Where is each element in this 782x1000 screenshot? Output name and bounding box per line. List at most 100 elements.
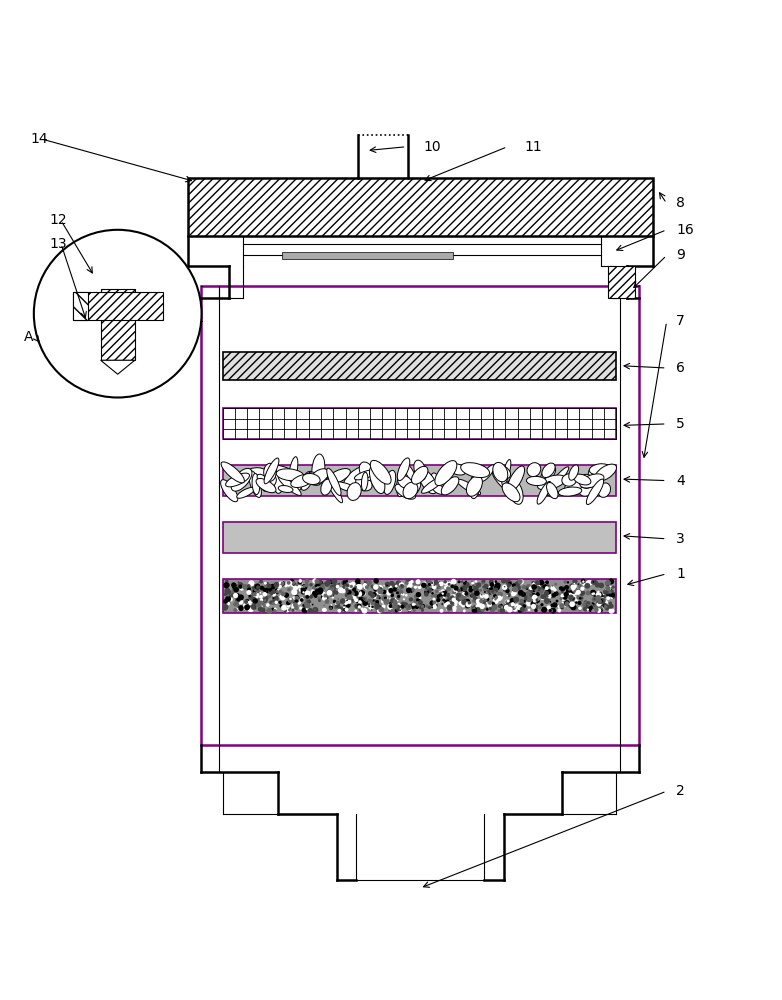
- Circle shape: [521, 595, 523, 597]
- Circle shape: [454, 586, 458, 591]
- Circle shape: [526, 584, 531, 589]
- Circle shape: [531, 604, 536, 609]
- Ellipse shape: [343, 467, 367, 490]
- Circle shape: [570, 604, 576, 610]
- Ellipse shape: [225, 473, 249, 487]
- Circle shape: [295, 596, 300, 601]
- Circle shape: [450, 602, 455, 606]
- Circle shape: [555, 600, 558, 602]
- Circle shape: [508, 603, 513, 608]
- Circle shape: [408, 606, 410, 607]
- Circle shape: [354, 603, 360, 609]
- Ellipse shape: [221, 480, 238, 502]
- Circle shape: [429, 600, 435, 606]
- Circle shape: [375, 601, 378, 604]
- Circle shape: [330, 593, 333, 597]
- Circle shape: [250, 603, 256, 609]
- Circle shape: [458, 594, 465, 600]
- Circle shape: [511, 592, 515, 597]
- Circle shape: [413, 598, 418, 604]
- Circle shape: [352, 592, 355, 596]
- Circle shape: [252, 592, 256, 596]
- Circle shape: [518, 609, 522, 613]
- Circle shape: [545, 596, 551, 602]
- Circle shape: [566, 585, 572, 591]
- Bar: [101, 289, 135, 360]
- Circle shape: [595, 595, 601, 601]
- Circle shape: [261, 605, 264, 608]
- Circle shape: [231, 582, 236, 588]
- Circle shape: [269, 600, 273, 604]
- Circle shape: [512, 586, 518, 592]
- Circle shape: [566, 589, 569, 593]
- Circle shape: [540, 581, 547, 587]
- Circle shape: [486, 608, 489, 611]
- Circle shape: [551, 597, 553, 599]
- Ellipse shape: [303, 473, 320, 485]
- Circle shape: [500, 604, 503, 606]
- Circle shape: [339, 609, 342, 611]
- Circle shape: [301, 584, 307, 590]
- Circle shape: [572, 594, 575, 597]
- Circle shape: [475, 599, 481, 604]
- Circle shape: [505, 600, 510, 604]
- Circle shape: [516, 580, 522, 586]
- Circle shape: [608, 601, 612, 605]
- Circle shape: [259, 595, 263, 599]
- Circle shape: [244, 600, 248, 604]
- Text: 11: 11: [525, 140, 542, 154]
- Text: 2: 2: [676, 784, 685, 798]
- Circle shape: [591, 597, 597, 602]
- Circle shape: [590, 610, 591, 612]
- Circle shape: [410, 587, 414, 592]
- Circle shape: [577, 601, 582, 605]
- Circle shape: [376, 595, 380, 598]
- Circle shape: [507, 600, 510, 602]
- Circle shape: [269, 596, 271, 598]
- Circle shape: [376, 596, 379, 599]
- Circle shape: [571, 597, 575, 600]
- Circle shape: [418, 597, 421, 599]
- Circle shape: [457, 588, 461, 592]
- Circle shape: [535, 586, 541, 592]
- Circle shape: [393, 587, 397, 592]
- Circle shape: [387, 604, 393, 610]
- Circle shape: [479, 603, 485, 609]
- Circle shape: [412, 580, 417, 585]
- Circle shape: [338, 607, 344, 612]
- Circle shape: [309, 594, 314, 599]
- Circle shape: [517, 607, 519, 609]
- Circle shape: [343, 590, 346, 593]
- Circle shape: [378, 607, 385, 613]
- Ellipse shape: [347, 483, 361, 500]
- Circle shape: [367, 599, 372, 604]
- Circle shape: [364, 580, 370, 587]
- Circle shape: [569, 595, 576, 601]
- Circle shape: [536, 584, 538, 586]
- Circle shape: [511, 584, 515, 587]
- Circle shape: [357, 604, 361, 608]
- Circle shape: [465, 580, 467, 582]
- Circle shape: [307, 603, 309, 606]
- Circle shape: [376, 600, 379, 603]
- Circle shape: [504, 600, 509, 604]
- Circle shape: [256, 602, 262, 607]
- Circle shape: [292, 597, 296, 601]
- Circle shape: [295, 590, 300, 595]
- Circle shape: [358, 586, 361, 590]
- Circle shape: [225, 596, 231, 602]
- Circle shape: [534, 587, 538, 591]
- Circle shape: [386, 584, 388, 586]
- Circle shape: [415, 579, 421, 584]
- Circle shape: [489, 585, 493, 590]
- Circle shape: [503, 604, 509, 610]
- Circle shape: [409, 597, 413, 602]
- Circle shape: [235, 594, 238, 597]
- Circle shape: [536, 602, 538, 604]
- Circle shape: [397, 590, 400, 593]
- Circle shape: [461, 602, 466, 607]
- Circle shape: [303, 602, 307, 605]
- Circle shape: [328, 605, 333, 610]
- Circle shape: [569, 594, 574, 600]
- Circle shape: [585, 603, 590, 608]
